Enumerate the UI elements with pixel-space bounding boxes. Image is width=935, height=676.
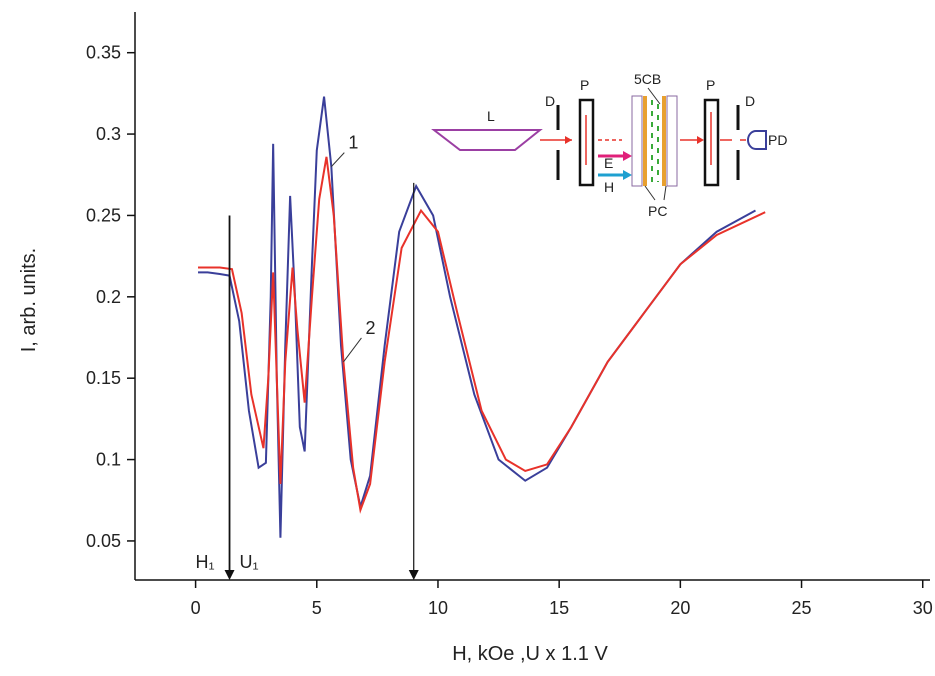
x-tick-label: 30 bbox=[913, 598, 933, 618]
inset-label: P bbox=[580, 77, 589, 93]
arrow-head bbox=[224, 570, 235, 580]
y-tick-label: 0.25 bbox=[86, 205, 121, 225]
detector bbox=[747, 130, 767, 150]
y-tick-label: 0.2 bbox=[96, 287, 121, 307]
beam-head bbox=[565, 136, 572, 144]
arrow-label: U₁ bbox=[240, 552, 259, 572]
electrode bbox=[643, 96, 647, 186]
x-tick-label: 5 bbox=[312, 598, 322, 618]
y-tick-label: 0.05 bbox=[86, 531, 121, 551]
inset-diagram: L D P E H 5CB PC P D bbox=[431, 71, 787, 219]
series-label: 2 bbox=[365, 318, 375, 338]
h-arrow-head bbox=[623, 170, 632, 180]
x-tick-label: 25 bbox=[792, 598, 812, 618]
inset-label: PD bbox=[768, 132, 787, 148]
plate bbox=[631, 95, 643, 187]
x-tick-label: 15 bbox=[549, 598, 569, 618]
y-axis-label: I, arb. units. bbox=[18, 248, 40, 353]
leader bbox=[663, 185, 667, 201]
x-tick-label: 20 bbox=[670, 598, 690, 618]
polarizer bbox=[578, 98, 595, 187]
x-axis-label: H, kOe ,U x 1.1 V bbox=[452, 643, 608, 665]
x-tick-label: 0 bbox=[191, 598, 201, 618]
beam-head bbox=[697, 136, 704, 144]
electrode bbox=[662, 96, 666, 186]
y-tick-label: 0.3 bbox=[96, 124, 121, 144]
leader bbox=[644, 185, 656, 201]
leader bbox=[647, 87, 661, 105]
inset-label: P bbox=[706, 77, 715, 93]
inset-label: H bbox=[604, 179, 614, 195]
y-tick-label: 0.35 bbox=[86, 43, 121, 63]
label-leader bbox=[330, 152, 345, 167]
inset-label: D bbox=[545, 93, 555, 109]
inset-label: E bbox=[604, 155, 613, 171]
polarizer bbox=[703, 98, 720, 187]
data-line bbox=[198, 96, 756, 538]
label-leader bbox=[343, 337, 362, 363]
inset-label: PC bbox=[648, 203, 667, 219]
inset-label: 5CB bbox=[634, 71, 661, 87]
data-line bbox=[198, 156, 766, 514]
inset-label: L bbox=[487, 108, 495, 124]
arrow-head bbox=[408, 570, 419, 580]
inset-label: D bbox=[745, 93, 755, 109]
series-label: 1 bbox=[348, 133, 358, 153]
e-arrow-head bbox=[623, 151, 632, 161]
y-tick-label: 0.1 bbox=[96, 450, 121, 470]
plate bbox=[666, 95, 678, 187]
arrow-label: H₁ bbox=[196, 552, 215, 572]
y-tick-label: 0.15 bbox=[86, 368, 121, 388]
laser bbox=[431, 129, 543, 151]
x-tick-label: 10 bbox=[428, 598, 448, 618]
